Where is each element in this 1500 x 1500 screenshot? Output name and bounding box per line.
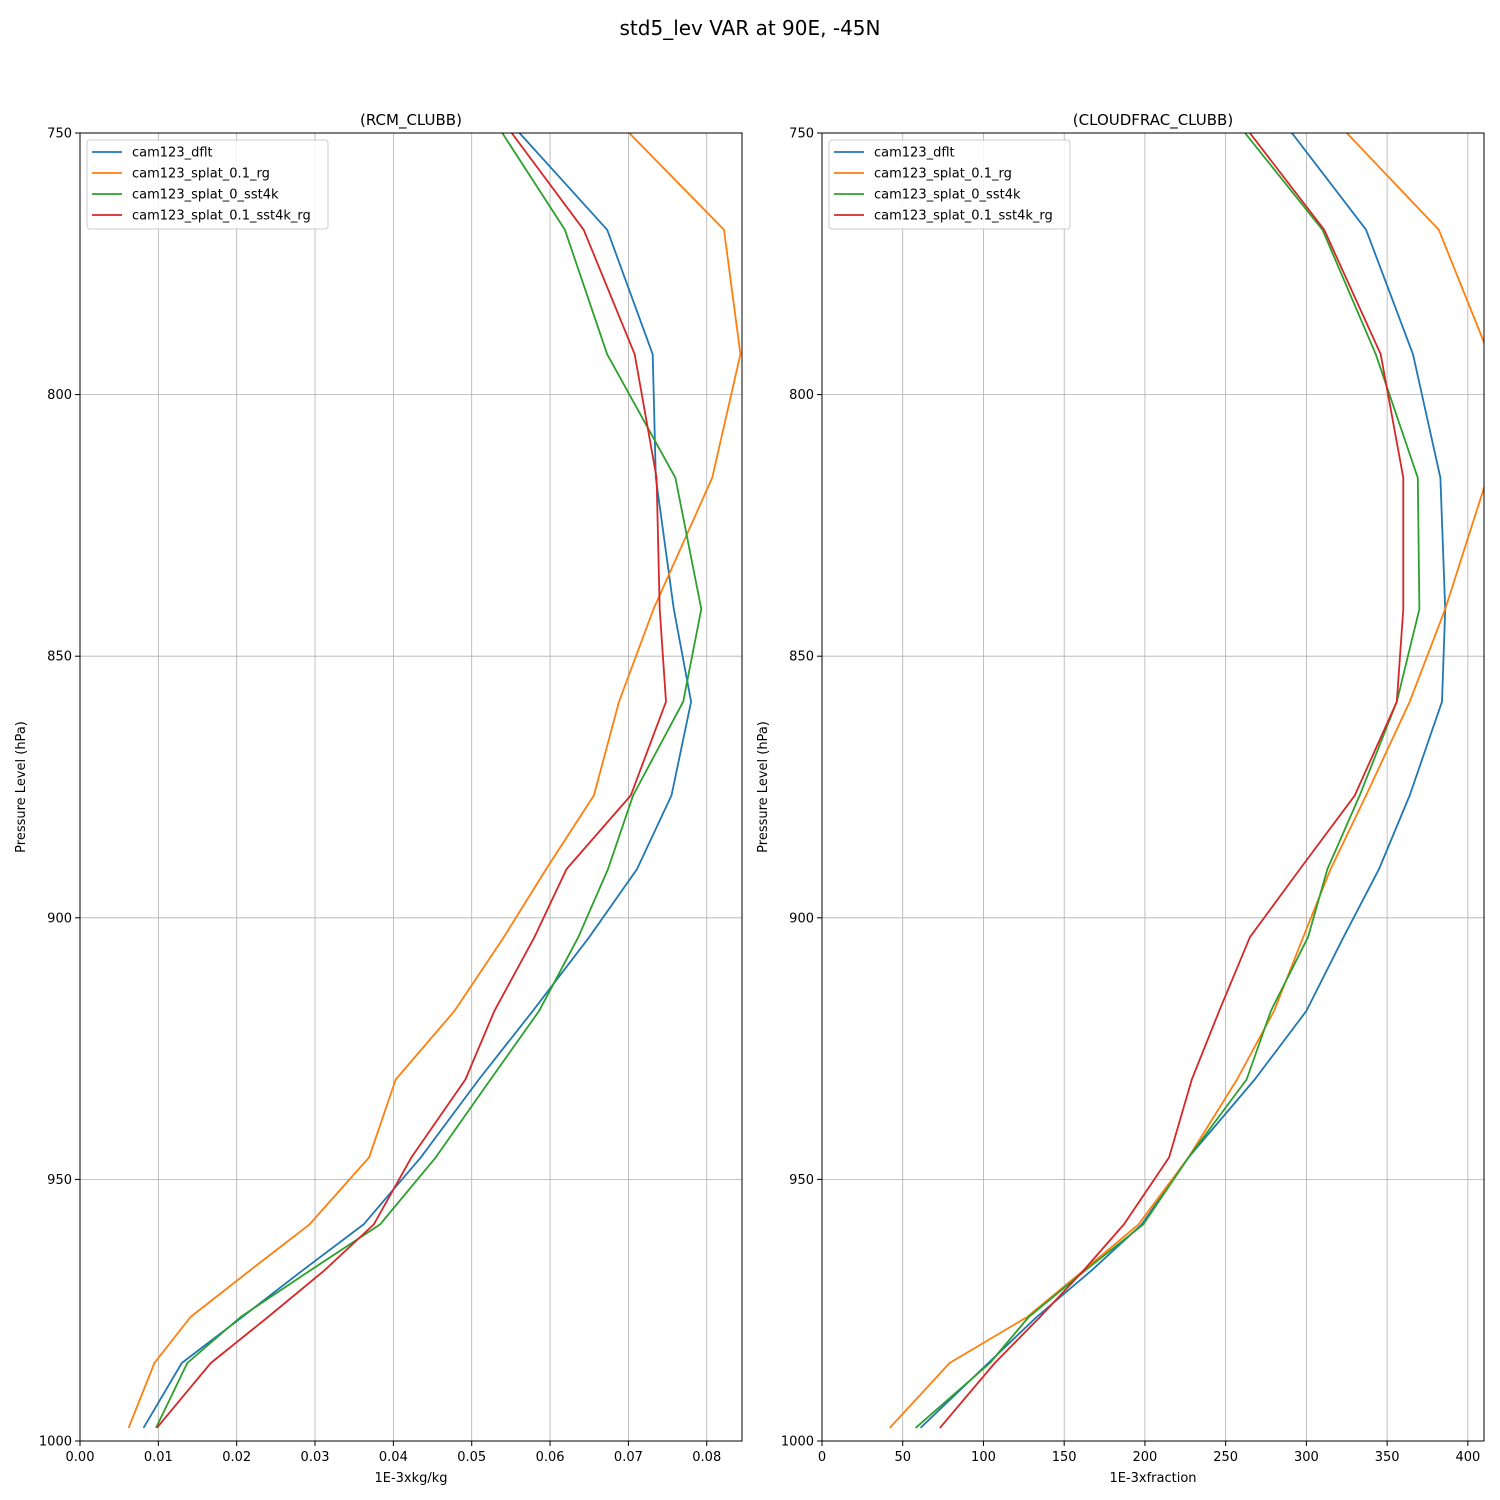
- legend-label-cam123_splat_0.1_sst4k_rg: cam123_splat_0.1_sst4k_rg: [874, 209, 1053, 224]
- x-tick-label: 300: [1294, 1450, 1319, 1465]
- x-axis-label: 1E-3xkg/kg: [374, 1471, 447, 1486]
- plot-frame: [79, 132, 743, 1442]
- series-line-cam123_splat_0.1_sst4k_rg: [156, 133, 667, 1429]
- series-line-cam123_dflt: [919, 133, 1447, 1429]
- chart-panel-1: 0.00 0.01 0.02 0.03 0.04 0.05 0.06 0.07 0.08 750 8…: [14, 111, 743, 1486]
- legend-box: [828, 139, 1071, 230]
- x-tick-label: 0: [818, 1450, 826, 1465]
- series-line-cam123_splat_0_sst4k: [155, 133, 703, 1429]
- x-tick-label: 350: [1375, 1450, 1400, 1465]
- x-tick-label: 250: [1213, 1450, 1238, 1465]
- chart-title: (RCM_CLUBB): [360, 111, 462, 130]
- legend-label-cam123_splat_0.1_rg: cam123_splat_0.1_rg: [132, 167, 270, 182]
- legend: cam123_dflt cam123_splat_0.1_rg cam123_spl…: [86, 139, 329, 230]
- series-group: [889, 133, 1484, 1429]
- series-line-cam123_dflt: [142, 133, 692, 1429]
- y-axis-label: Pressure Level (hPa): [756, 721, 771, 853]
- legend: cam123_dflt cam123_splat_0.1_rg cam123_spl…: [828, 139, 1071, 230]
- legend-label-cam123_splat_0_sst4k: cam123_splat_0_sst4k: [132, 188, 279, 203]
- x-tick-label: 0.03: [301, 1450, 330, 1465]
- x-tick-label: 50: [894, 1450, 911, 1465]
- y-tick-label: 750: [47, 127, 72, 142]
- y-tick-label: 900: [789, 911, 814, 926]
- x-tick-label: 0.06: [536, 1450, 565, 1465]
- legend-label-cam123_splat_0.1_sst4k_rg: cam123_splat_0.1_sst4k_rg: [132, 209, 311, 224]
- y-tick-label: 750: [789, 127, 814, 142]
- x-tick-label: 0.05: [457, 1450, 486, 1465]
- legend-label-cam123_dflt: cam123_dflt: [132, 146, 213, 161]
- chart-title: (CLOUDFRAC_CLUBB): [1073, 111, 1233, 130]
- x-tick-label: 400: [1455, 1450, 1480, 1465]
- x-tick-label: 0.04: [379, 1450, 408, 1465]
- chart-panel-2: 0 50 100 150 200 250 300 350 400 750 800 850 900 950 1…: [756, 111, 1485, 1486]
- y-tick-label: 950: [789, 1173, 814, 1188]
- series-line-cam123_splat_0.1_rg: [127, 133, 742, 1429]
- series-line-cam123_splat_0_sst4k: [915, 133, 1421, 1429]
- y-tick-label: 950: [47, 1173, 72, 1188]
- series-line-cam123_splat_0.1_sst4k_rg: [939, 133, 1405, 1429]
- x-axis-label: 1E-3xfraction: [1109, 1471, 1196, 1486]
- legend-label-cam123_splat_0_sst4k: cam123_splat_0_sst4k: [874, 188, 1021, 203]
- x-tick-label: 0.00: [66, 1450, 95, 1465]
- y-tick-label: 1000: [781, 1435, 814, 1450]
- y-axis-label: Pressure Level (hPa): [14, 721, 29, 853]
- plot-frame: [821, 132, 1485, 1442]
- y-tick-label: 800: [789, 388, 814, 403]
- y-tick-label: 900: [47, 911, 72, 926]
- x-tick-label: 0.08: [692, 1450, 721, 1465]
- x-tick-label: 0.07: [614, 1450, 643, 1465]
- x-tick-label: 200: [1133, 1450, 1158, 1465]
- y-tick-label: 850: [789, 650, 814, 665]
- legend-label-cam123_dflt: cam123_dflt: [874, 146, 955, 161]
- x-tick-label: 0.02: [222, 1450, 251, 1465]
- y-tick-label: 850: [47, 650, 72, 665]
- legend-label-cam123_splat_0.1_rg: cam123_splat_0.1_rg: [874, 167, 1012, 182]
- y-tick-label: 800: [47, 388, 72, 403]
- x-tick-label: 100: [971, 1450, 996, 1465]
- series-group: [127, 133, 742, 1429]
- series-line-cam123_splat_0.1_rg: [889, 133, 1484, 1429]
- x-tick-label: 0.01: [144, 1450, 173, 1465]
- figure-title: std5_lev VAR at 90E, -45N: [619, 16, 881, 40]
- legend-box: [86, 139, 329, 230]
- y-tick-label: 1000: [39, 1435, 72, 1450]
- x-tick-label: 150: [1052, 1450, 1077, 1465]
